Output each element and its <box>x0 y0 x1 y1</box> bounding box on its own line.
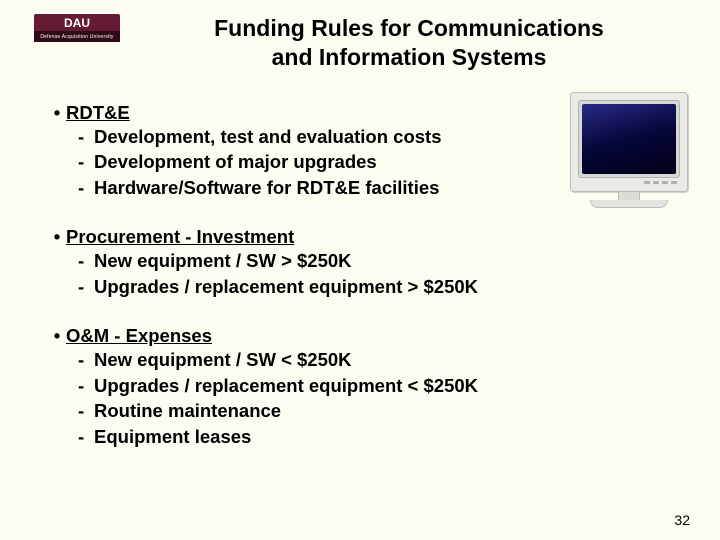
list-item: -Development of major upgrades <box>78 149 686 175</box>
section-om: • O&M - Expenses -New equipment / SW < $… <box>48 325 686 449</box>
item-text: New equipment / SW < $250K <box>94 347 352 373</box>
item-text: Hardware/Software for RDT&E facilities <box>94 175 439 201</box>
section-heading: RDT&E <box>66 102 130 124</box>
item-text: Upgrades / replacement equipment > $250K <box>94 274 478 300</box>
list-item: -New equipment / SW > $250K <box>78 248 686 274</box>
list-item: -Development, test and evaluation costs <box>78 124 686 150</box>
section-heading: Procurement - Investment <box>66 226 294 248</box>
section-heading: O&M - Expenses <box>66 325 212 347</box>
list-item: -New equipment / SW < $250K <box>78 347 686 373</box>
list-item: -Equipment leases <box>78 424 686 450</box>
logo-subtitle: Defense Acquisition University <box>40 34 113 40</box>
bullet-icon: • <box>48 102 66 124</box>
item-text: New equipment / SW > $250K <box>94 248 352 274</box>
header: DAU Defense Acquisition University Fundi… <box>34 14 686 72</box>
item-text: Development, test and evaluation costs <box>94 124 441 150</box>
page-number: 32 <box>674 512 690 528</box>
bullet-icon: • <box>48 325 66 347</box>
bullet-icon: • <box>48 226 66 248</box>
list-item: -Upgrades / replacement equipment < $250… <box>78 373 686 399</box>
list-item: -Hardware/Software for RDT&E facilities <box>78 175 686 201</box>
title-line-1: Funding Rules for Communications <box>132 14 686 43</box>
logo-text: DAU <box>64 17 90 29</box>
section-procurement: • Procurement - Investment -New equipmen… <box>48 226 686 299</box>
title-line-2: and Information Systems <box>132 43 686 72</box>
item-text: Development of major upgrades <box>94 149 377 175</box>
item-text: Equipment leases <box>94 424 251 450</box>
list-item: -Upgrades / replacement equipment > $250… <box>78 274 686 300</box>
content-body: • RDT&E -Development, test and evaluatio… <box>34 102 686 450</box>
list-item: -Routine maintenance <box>78 398 686 424</box>
item-text: Upgrades / replacement equipment < $250K <box>94 373 478 399</box>
item-text: Routine maintenance <box>94 398 281 424</box>
dau-logo: DAU Defense Acquisition University <box>34 14 120 42</box>
section-rdte: • RDT&E -Development, test and evaluatio… <box>48 102 686 201</box>
slide-title: Funding Rules for Communications and Inf… <box>132 14 686 72</box>
